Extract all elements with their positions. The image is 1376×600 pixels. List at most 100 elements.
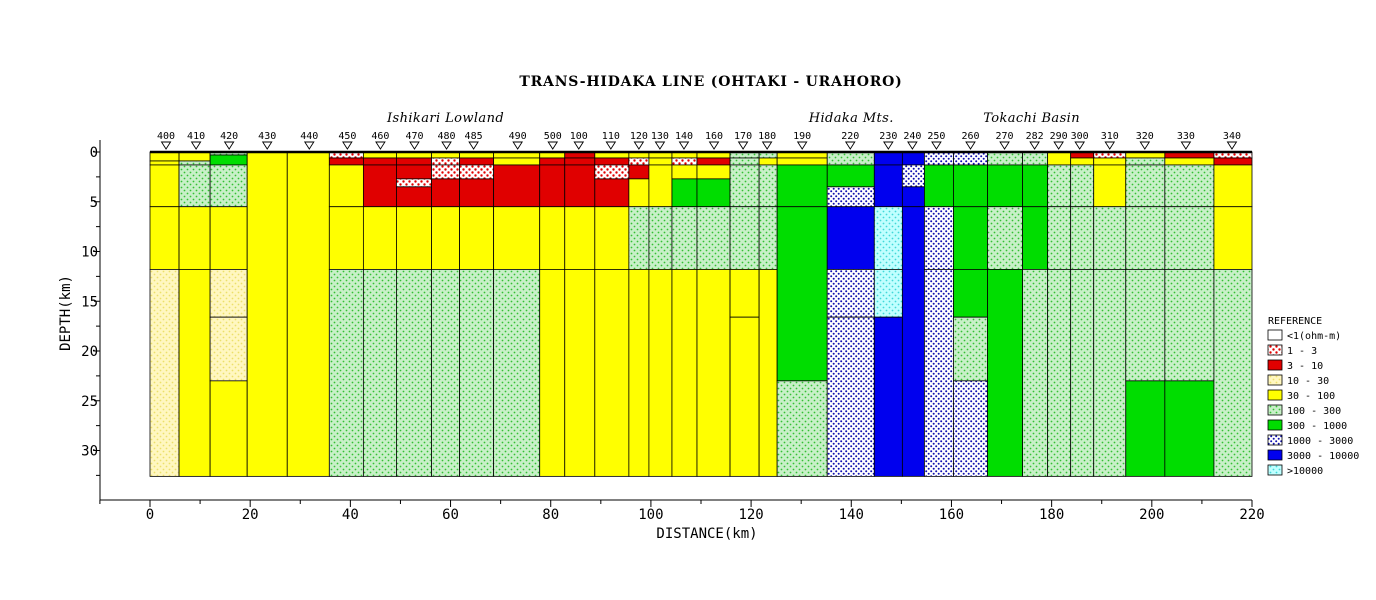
cell-7-9 — [396, 206, 432, 270]
y-tick-label: 5 — [90, 195, 98, 211]
cell-9-2 — [459, 157, 495, 166]
station-marker — [409, 141, 420, 150]
x-tick-label: 80 — [542, 507, 559, 523]
cell-23-4 — [901, 164, 925, 188]
station-label: 260 — [961, 131, 979, 142]
region-labels: Ishikari Lowland Hidaka Mts. Tokachi Basin — [386, 111, 1080, 126]
station-label: 485 — [465, 131, 483, 142]
cell-2-9 — [209, 206, 248, 270]
legend-swatch — [1267, 419, 1283, 431]
cell-26-4 — [987, 164, 1023, 208]
cell-33-2 — [1213, 157, 1253, 166]
cell-12-2 — [564, 157, 596, 166]
station-marker — [737, 141, 749, 150]
cell-33-4 — [1213, 164, 1253, 208]
station-label: 230 — [879, 131, 897, 142]
station-label: 400 — [157, 131, 175, 142]
cell-22-13 — [873, 316, 903, 477]
cell-15-12 — [648, 269, 673, 477]
x-tick-label: 100 — [638, 507, 663, 523]
chart-title: TRANS-HIDAKA LINE (OHTAKI - URAHORO) — [519, 74, 902, 90]
station-label: 410 — [187, 131, 205, 142]
cell-2-1 — [209, 154, 248, 166]
cell-16-12 — [671, 269, 698, 477]
x-tick-label: 160 — [939, 507, 964, 523]
cell-6-2 — [362, 157, 397, 166]
station-label: 340 — [1223, 131, 1241, 142]
legend-swatch — [1267, 329, 1283, 341]
cell-30-9 — [1093, 206, 1127, 270]
cell-6-4 — [362, 164, 397, 208]
region-label: Hidaka Mts. — [808, 111, 894, 126]
station-markers: 400 410 420 430 440 450 460 470 480 485 490 500 100 1… — [157, 131, 1241, 150]
cell-16-6 — [671, 178, 698, 208]
cell-0-4 — [149, 164, 180, 208]
cell-31-4 — [1125, 164, 1166, 208]
cell-19-9 — [758, 206, 778, 270]
cell-4-0 — [286, 151, 330, 477]
cell-18-13 — [729, 316, 760, 477]
cell-18-9 — [729, 206, 760, 270]
cell-22-9 — [873, 206, 903, 270]
cell-23-0 — [901, 151, 925, 166]
station-marker — [965, 141, 976, 150]
station-marker — [512, 141, 523, 150]
legend-label: >10000 — [1287, 466, 1323, 477]
station-label: 120 — [630, 131, 648, 142]
x-tick-label: 40 — [342, 507, 359, 523]
station-label: 330 — [1177, 131, 1195, 142]
cell-13-2 — [594, 157, 630, 166]
station-label: 310 — [1101, 131, 1119, 142]
cell-22-4 — [873, 164, 903, 208]
station-label: 170 — [734, 131, 752, 142]
cell-21-4 — [826, 164, 875, 188]
cell-29-2 — [1070, 157, 1095, 166]
x-tick-label: 140 — [839, 507, 864, 523]
y-axis-label: DEPTH(km) — [58, 275, 74, 351]
station-marker — [907, 141, 918, 150]
station-marker — [342, 141, 353, 150]
cell-22-0 — [873, 151, 903, 166]
cell-33-12 — [1213, 269, 1253, 477]
cell-32-4 — [1164, 164, 1215, 208]
station-marker — [573, 141, 585, 150]
cell-29-4 — [1070, 164, 1095, 208]
cell-31-9 — [1125, 206, 1166, 270]
station-marker — [223, 141, 235, 150]
station-marker — [678, 141, 690, 150]
cell-30-4 — [1093, 164, 1127, 208]
cell-12-4 — [564, 164, 596, 208]
cell-32-2 — [1164, 157, 1215, 166]
cell-18-12 — [729, 269, 760, 318]
legend-label: <1(ohm-m) — [1287, 331, 1341, 342]
station-label: 460 — [371, 131, 389, 142]
cell-16-4 — [671, 164, 698, 180]
cell-25-12 — [953, 269, 988, 318]
legend-swatch — [1267, 359, 1283, 371]
cell-28-0 — [1047, 151, 1072, 166]
cell-19-2 — [758, 157, 778, 166]
cell-2-14 — [209, 380, 248, 477]
station-marker — [160, 141, 172, 150]
cell-32-9 — [1164, 206, 1215, 270]
cell-28-12 — [1047, 269, 1072, 477]
cell-30-2 — [1093, 157, 1127, 166]
x-tick-label: 200 — [1139, 507, 1164, 523]
legend-label: 1000 - 3000 — [1287, 436, 1353, 447]
cell-16-2 — [671, 157, 698, 166]
cell-9-4 — [459, 164, 495, 180]
station-marker — [190, 141, 202, 150]
y-tick-label: 10 — [81, 245, 98, 261]
cell-11-12 — [539, 269, 566, 477]
cell-15-2 — [648, 157, 673, 166]
station-label: 490 — [509, 131, 527, 142]
cell-24-0 — [924, 151, 954, 166]
legend-swatch — [1267, 389, 1283, 401]
station-marker — [654, 141, 666, 150]
cell-14-9 — [628, 206, 650, 270]
cell-3-0 — [246, 151, 288, 477]
cell-26-9 — [987, 206, 1023, 270]
axes: 0 20 40 60 80 100 120 140 160 180 200 220 0 5 10 15 20 25… — [81, 140, 1265, 523]
station-marker — [1104, 141, 1116, 150]
